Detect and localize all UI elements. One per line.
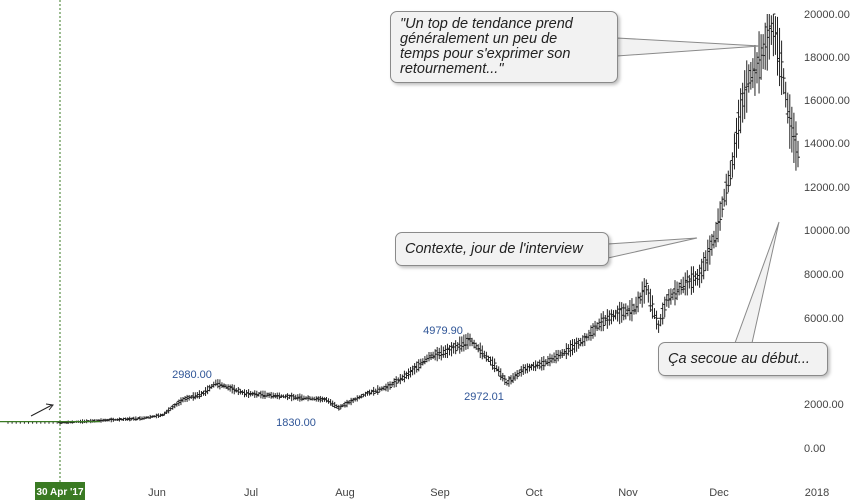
y-tick-label: 6000.00	[804, 313, 844, 325]
x-tick-label: Dec	[709, 487, 729, 499]
highlight-date-label: 30 Apr '17	[36, 487, 83, 498]
x-tick-label: Jun	[148, 487, 166, 499]
x-tick-label: Sep	[430, 487, 450, 499]
callout-top-line-3: temps pour s'exprimer son	[400, 46, 571, 62]
callout-shake-annotation: Ça secoue au début...	[658, 342, 828, 376]
y-tick-label: 20000.00	[804, 9, 850, 21]
y-tick-label: 12000.00	[804, 182, 850, 194]
price-label: 1830.00	[276, 417, 316, 429]
y-tick-label: 8000.00	[804, 269, 844, 281]
highlight-date-badge	[35, 482, 85, 500]
x-tick-label: Jul	[244, 487, 258, 499]
callout-interview-text: Contexte, jour de l'interview	[405, 241, 583, 257]
y-tick-label: 14000.00	[804, 138, 850, 150]
trend-arrowhead	[45, 403, 54, 411]
y-tick-label: 18000.00	[804, 52, 850, 64]
trend-arrow	[30, 404, 53, 417]
callout-shake-pointer	[734, 221, 780, 344]
y-tick-label: 2000.00	[804, 399, 844, 411]
price-label: 2980.00	[172, 369, 212, 381]
price-label: 4979.90	[423, 325, 463, 337]
x-tick-label: Nov	[618, 487, 638, 499]
price-label: 2972.01	[464, 391, 504, 403]
callout-top-pointer	[616, 37, 761, 57]
y-tick-label: 16000.00	[804, 95, 850, 107]
callout-top-line-1: "Un top de tendance prend	[400, 16, 573, 32]
callout-top-line-2: généralement un peu de	[400, 31, 558, 47]
callout-top-annotation: "Un top de tendance prend généralement u…	[390, 11, 618, 83]
callout-shake-text: Ça secoue au début...	[668, 351, 810, 367]
callout-interview-pointer	[607, 237, 698, 259]
y-tick-label: 10000.00	[804, 225, 850, 237]
x-tick-label: Oct	[525, 487, 542, 499]
y-tick-label: 0.00	[804, 443, 825, 455]
callout-interview-annotation: Contexte, jour de l'interview	[395, 232, 609, 266]
callout-top-line-4: retournement..."	[400, 61, 504, 77]
x-tick-label: 2018	[805, 487, 829, 499]
x-tick-label: Aug	[335, 487, 355, 499]
